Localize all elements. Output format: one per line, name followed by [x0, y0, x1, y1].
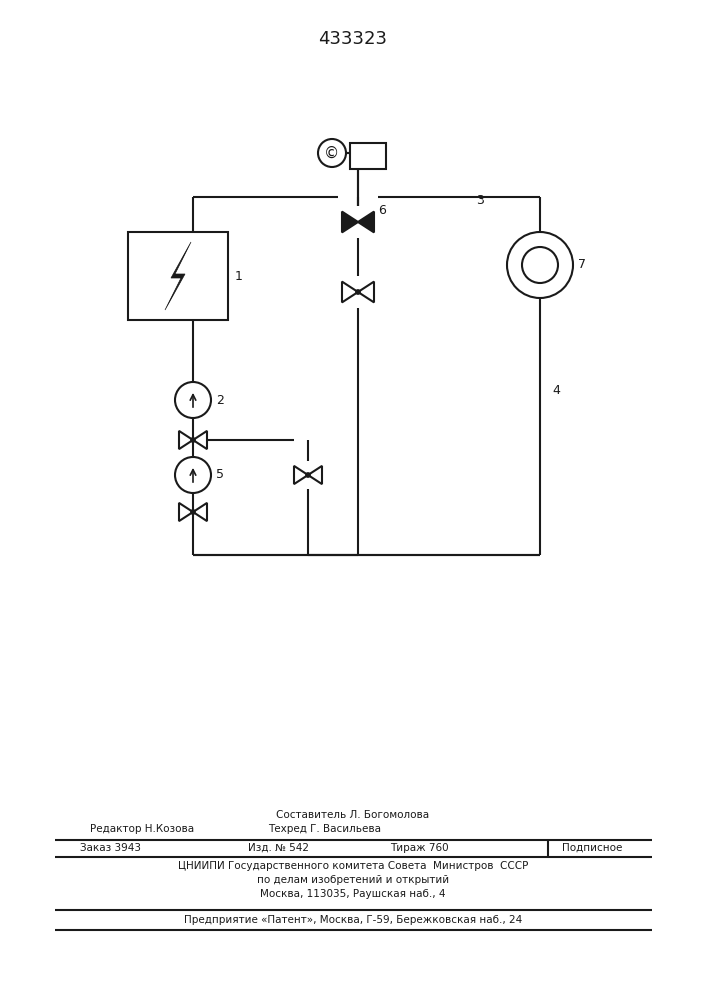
- Circle shape: [522, 247, 558, 283]
- Polygon shape: [179, 431, 193, 449]
- Text: Техред Г. Васильева: Техред Г. Васильева: [268, 824, 381, 834]
- Text: Подписное: Подписное: [562, 843, 622, 853]
- Bar: [128, 232, 228, 320]
- Text: Редактор Н.Козова: Редактор Н.Козова: [90, 824, 194, 834]
- Text: 5: 5: [216, 468, 224, 482]
- Text: 2: 2: [216, 393, 224, 406]
- Text: Тираж 760: Тираж 760: [390, 843, 449, 853]
- Polygon shape: [342, 282, 358, 302]
- Circle shape: [190, 438, 196, 442]
- Circle shape: [318, 139, 346, 167]
- Polygon shape: [193, 503, 207, 521]
- Text: 433323: 433323: [318, 30, 387, 48]
- Polygon shape: [342, 212, 358, 232]
- Polygon shape: [358, 212, 374, 232]
- Text: Составитель Л. Богомолова: Составитель Л. Богомолова: [276, 810, 430, 820]
- Text: Предприятие «Патент», Москва, Г-59, Бережковская наб., 24: Предприятие «Патент», Москва, Г-59, Бере…: [184, 915, 522, 925]
- Polygon shape: [294, 466, 308, 484]
- Bar: [350, 143, 386, 169]
- Text: Москва, 113035, Раушская наб., 4: Москва, 113035, Раушская наб., 4: [260, 889, 445, 899]
- Text: 4: 4: [552, 383, 560, 396]
- Text: 6: 6: [378, 204, 386, 217]
- Polygon shape: [308, 466, 322, 484]
- Text: 3: 3: [476, 194, 484, 207]
- Circle shape: [175, 457, 211, 493]
- Circle shape: [507, 232, 573, 298]
- Polygon shape: [358, 282, 374, 302]
- Text: по делам изобретений и открытий: по делам изобретений и открытий: [257, 875, 449, 885]
- Text: ©: ©: [325, 145, 339, 160]
- Text: 7: 7: [578, 258, 586, 271]
- Polygon shape: [165, 242, 191, 310]
- Circle shape: [305, 473, 310, 478]
- Text: Изд. № 542: Изд. № 542: [248, 843, 309, 853]
- Polygon shape: [179, 503, 193, 521]
- Text: Заказ 3943: Заказ 3943: [80, 843, 141, 853]
- Text: 1: 1: [235, 269, 243, 282]
- Circle shape: [190, 510, 196, 514]
- Circle shape: [356, 290, 361, 294]
- Text: ЦНИИПИ Государственного комитета Совета  Министров  СССР: ЦНИИПИ Государственного комитета Совета …: [178, 861, 528, 871]
- Polygon shape: [193, 431, 207, 449]
- Circle shape: [175, 382, 211, 418]
